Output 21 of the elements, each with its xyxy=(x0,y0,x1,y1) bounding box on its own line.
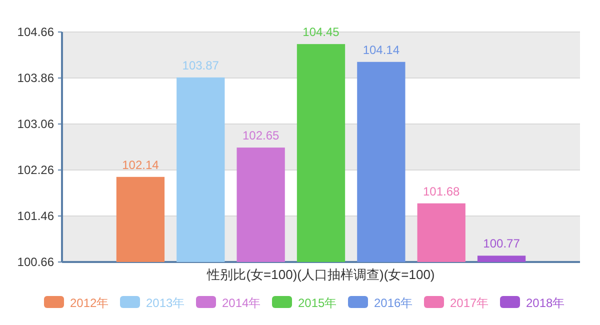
data-label: 104.14 xyxy=(362,42,400,57)
legend-label: 2013年 xyxy=(146,296,185,310)
x-axis-title: 性别比(女=100)(人口抽样调查)(女=100) xyxy=(206,267,435,282)
legend-label: 2012年 xyxy=(70,296,109,310)
legend-label: 2018年 xyxy=(526,296,565,310)
legend-label: 2017年 xyxy=(450,296,489,310)
data-label: 102.65 xyxy=(242,128,280,143)
y-tick-label: 101.46 xyxy=(17,209,54,223)
legend-label: 2015年 xyxy=(298,296,337,310)
y-tick-label: 102.26 xyxy=(17,163,54,177)
y-tick-label: 104.66 xyxy=(17,25,54,39)
y-tick-label: 103.06 xyxy=(17,117,54,131)
data-label: 101.68 xyxy=(423,184,460,198)
legend-label: 2016年 xyxy=(374,296,413,310)
data-label: 103.87 xyxy=(182,58,220,72)
data-label: 102.14 xyxy=(122,158,160,172)
legend-label: 2014年 xyxy=(222,296,261,310)
y-tick-label: 103.86 xyxy=(17,71,54,85)
data-label: 104.45 xyxy=(302,25,340,40)
data-label: 100.77 xyxy=(483,236,520,251)
y-tick-label: 100.66 xyxy=(17,255,54,269)
